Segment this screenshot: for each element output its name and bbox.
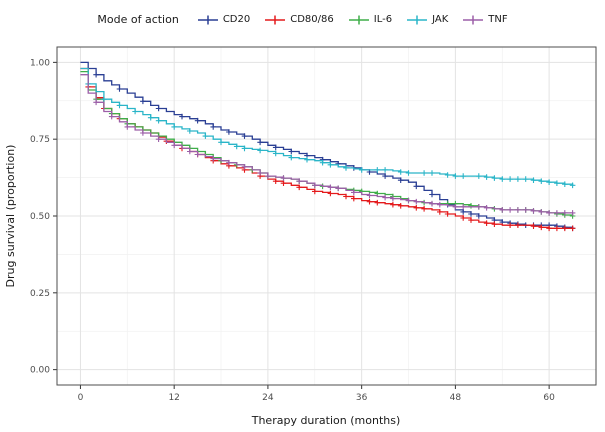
- y-axis-title: Drug survival (proportion): [4, 145, 17, 288]
- x-tick-label: 60: [543, 393, 555, 403]
- y-tick-label: 0.75: [30, 135, 50, 145]
- x-tick-label: 24: [262, 393, 274, 403]
- legend-item-label: JAK: [432, 14, 449, 25]
- censor-marks-IL-6: [93, 96, 576, 219]
- legend-item-label: CD80/86: [290, 14, 334, 25]
- y-tick-label: 0.50: [30, 212, 50, 222]
- legend-key-icon: [463, 15, 484, 24]
- censor-marks-TNF: [93, 99, 576, 216]
- x-tick-label: 36: [356, 393, 368, 403]
- y-tick-label: 1.00: [30, 58, 50, 68]
- series-line-CD80/86: [80, 67, 573, 229]
- x-tick-label: 48: [450, 393, 462, 403]
- y-tick-label: 0.00: [30, 366, 50, 376]
- y-tick-label: 0.25: [30, 289, 50, 299]
- series-line-CD20: [80, 61, 574, 229]
- legend-title: Mode of action: [97, 13, 179, 26]
- legend-key-icon: [197, 15, 218, 24]
- series-line-IL-6: [80, 70, 574, 216]
- survival-curves: [80, 61, 576, 232]
- series-line-JAK: [80, 67, 574, 186]
- legend-item-il6: IL-6: [348, 13, 392, 27]
- gridlines: [57, 47, 596, 385]
- legend-item-label: IL-6: [373, 14, 393, 25]
- panel-border: [56, 46, 597, 386]
- legend-key-icon: [407, 15, 428, 24]
- legend-item-label: CD20: [222, 14, 251, 25]
- legend-item-jak: JAK: [406, 13, 448, 27]
- survival-chart: 0 12 24 36 48 60 0.00 0.25 0.50 0.75 1.00 Therapy …: [4, 46, 597, 427]
- legend-item-cd8086: CD80/86: [264, 13, 334, 27]
- legend-key-icon: [348, 15, 369, 24]
- legend-key-icon: [265, 15, 286, 24]
- x-axis-title: Therapy duration (months): [251, 414, 401, 427]
- legend-item-tnf: TNF: [462, 13, 508, 27]
- censor-marks-CD20: [93, 71, 576, 232]
- axes: 0 12 24 36 48 60 0.00 0.25 0.50 0.75 1.00: [30, 58, 555, 403]
- legend-item-cd20: CD20: [197, 13, 250, 27]
- x-tick-label: 12: [168, 393, 179, 403]
- x-tick-label: 0: [78, 393, 84, 403]
- legend-item-label: TNF: [488, 14, 508, 25]
- legend: Mode of action CD20 CD80/86 IL-6 JAK TNF: [0, 0, 605, 35]
